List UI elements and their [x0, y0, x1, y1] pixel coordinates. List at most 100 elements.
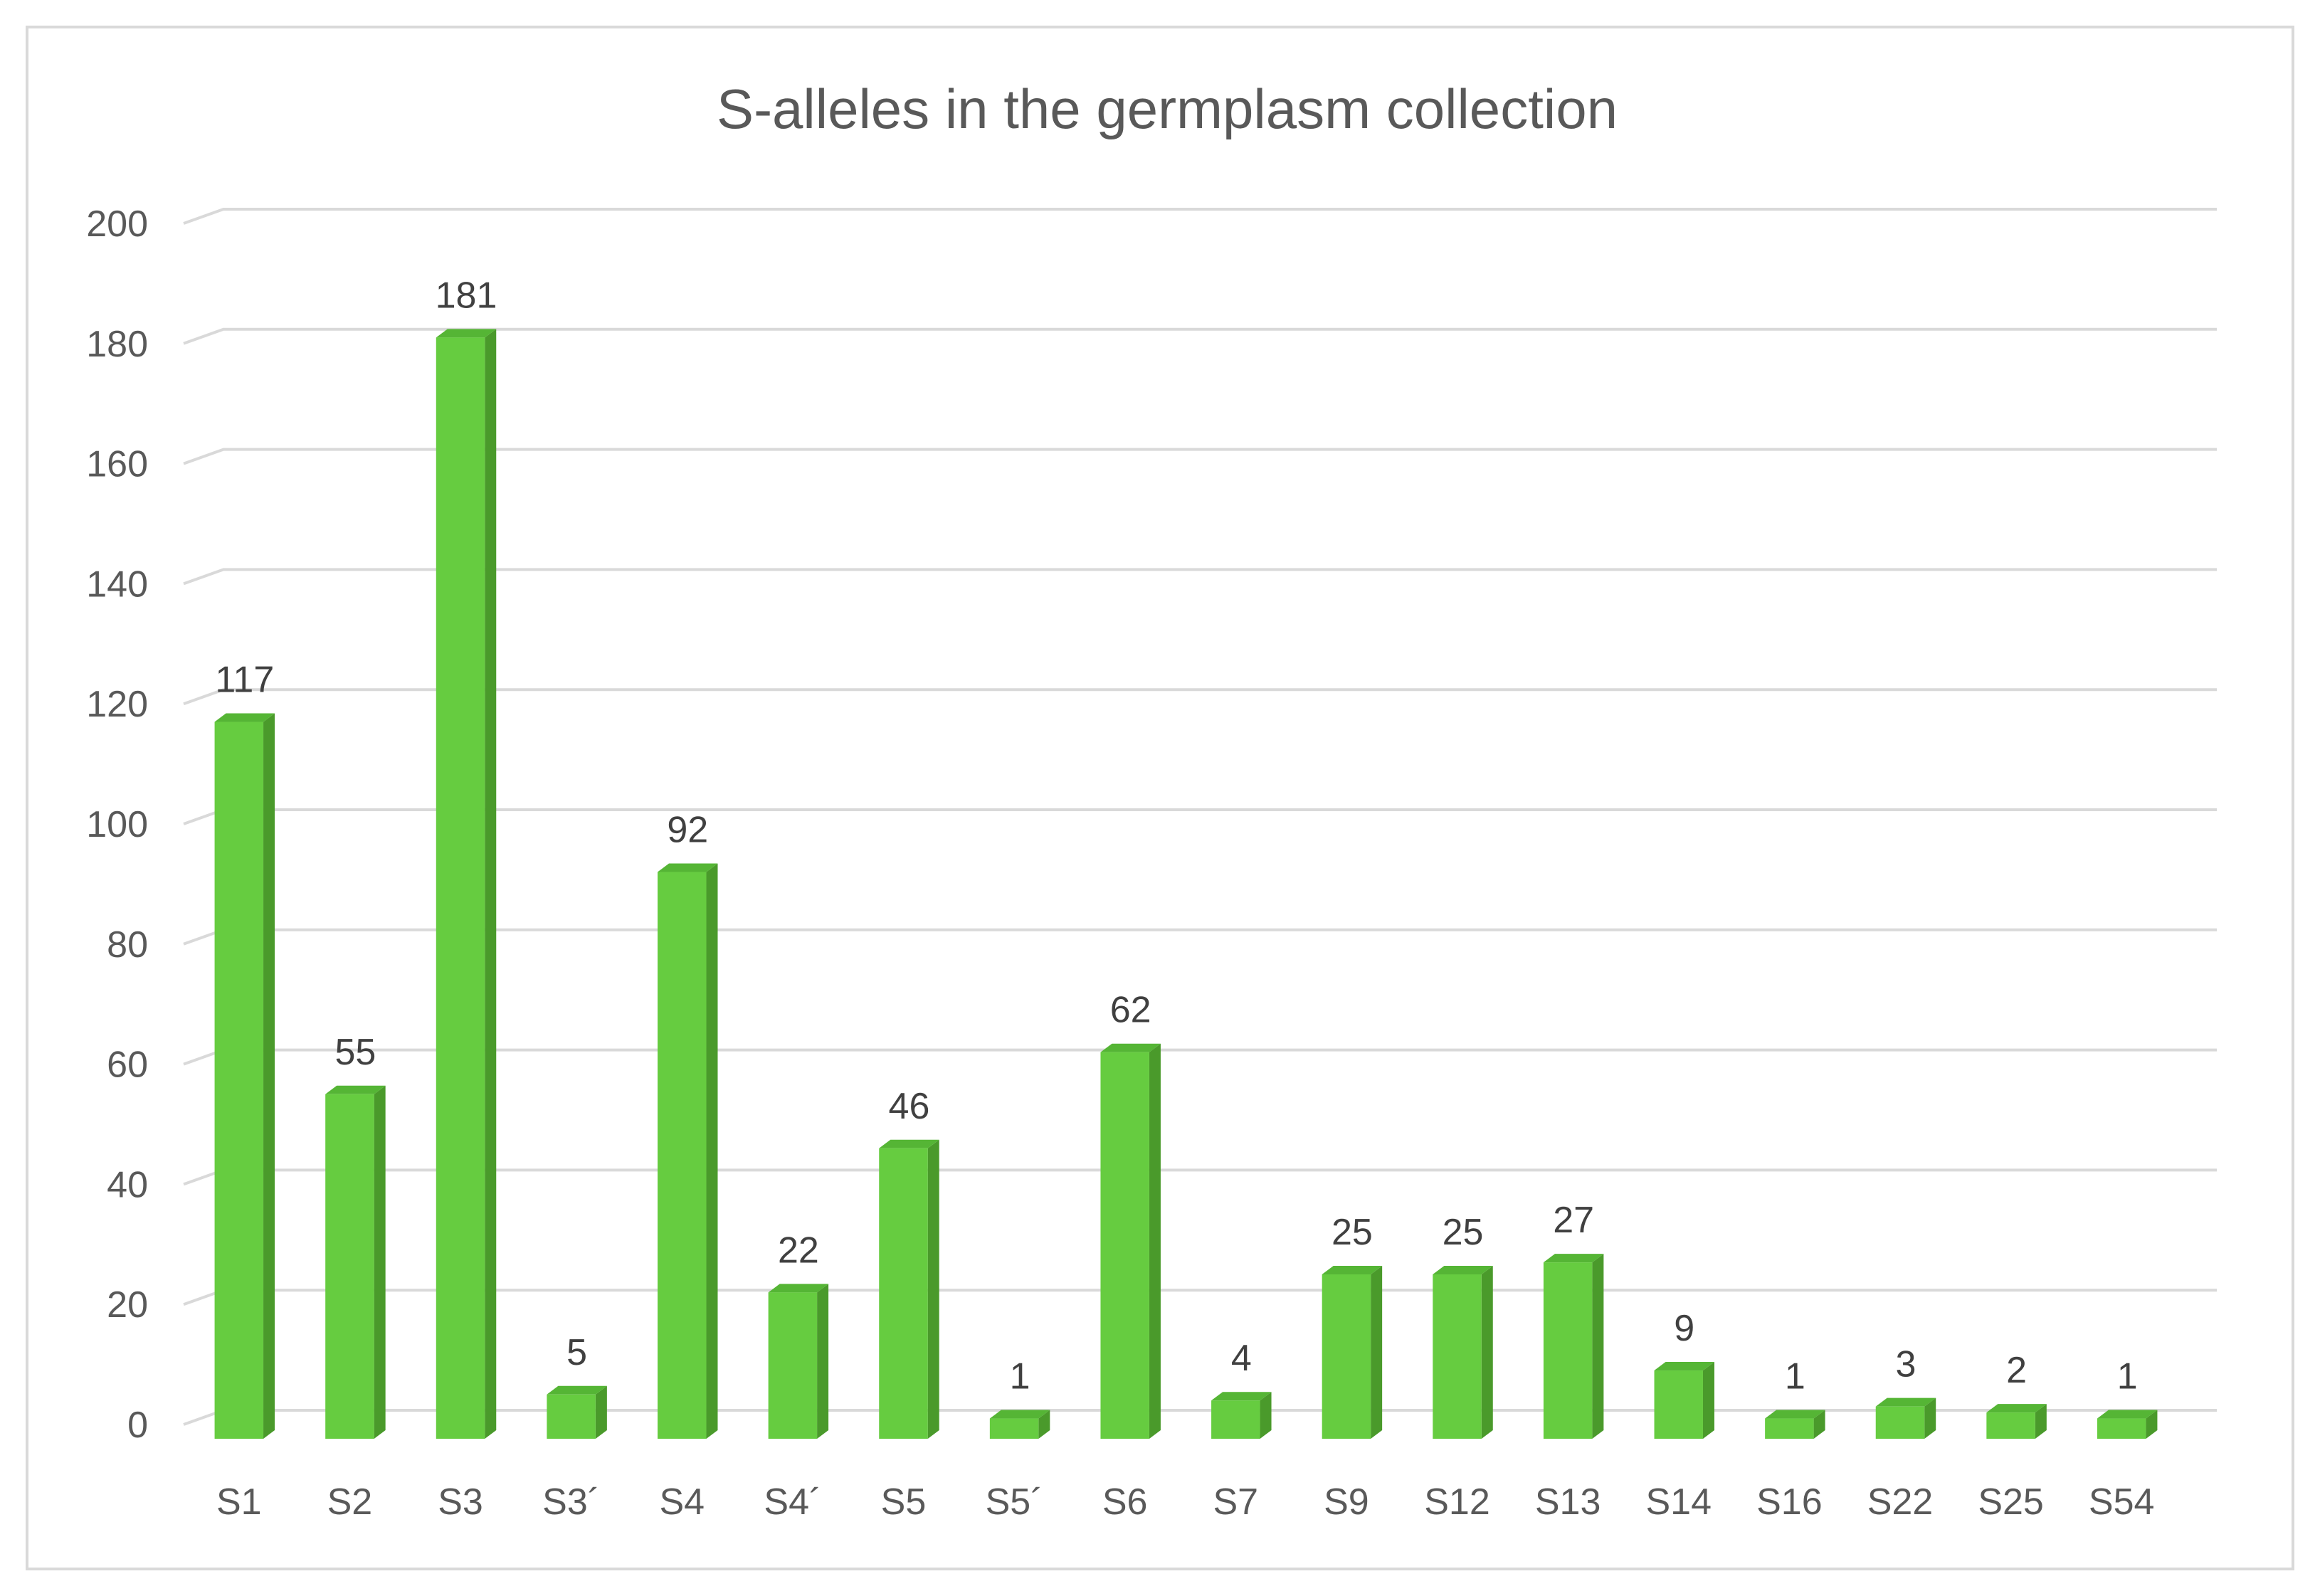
bar: [879, 1139, 939, 1439]
y-tick-label: 100: [86, 804, 148, 845]
x-axis-ticks: S1 S2 S3 S3´ S4 S4´ S5 S5´ S6 S7 S9 S12 S13 S14 S16 S22…: [216, 1481, 2154, 1523]
y-tick-label: 180: [86, 324, 148, 365]
data-labels: 117 55 181 5 92 22 46 1 62 4 25 25 27 9 1 3 2 1: [215, 275, 2137, 1397]
y-axis-ticks: 0 20 40 60 80 100 120 140 160 180 200: [86, 204, 148, 1446]
data-label: 55: [334, 1032, 376, 1073]
x-tick-label: S54: [2089, 1481, 2155, 1523]
data-label: 1: [1785, 1356, 1805, 1397]
bar-top: [1654, 1362, 1714, 1371]
gridline: [183, 568, 2217, 586]
data-label: 46: [889, 1086, 930, 1127]
bar-side: [595, 1385, 607, 1439]
bar: [1654, 1362, 1714, 1439]
bar: [1100, 1043, 1161, 1439]
bar-front: [989, 1418, 1039, 1439]
bar-front: [1765, 1418, 1814, 1439]
bar-side: [1038, 1410, 1050, 1439]
x-tick-label: S4: [659, 1481, 705, 1523]
bar-side: [263, 713, 275, 1439]
gridline: [183, 208, 2217, 225]
bar-side: [1371, 1266, 1383, 1439]
data-label: 4: [1231, 1338, 1252, 1379]
bar-front: [325, 1094, 374, 1439]
bar-side: [1702, 1362, 1714, 1439]
bar-side: [1813, 1410, 1825, 1439]
bar-front: [436, 337, 485, 1439]
bar-front: [2097, 1418, 2146, 1439]
data-label: 62: [1110, 990, 1151, 1031]
bar-top: [1875, 1397, 1936, 1407]
bar-top: [879, 1139, 939, 1148]
gridline: [183, 327, 2217, 345]
x-tick-label: S12: [1424, 1481, 1490, 1523]
bar-side: [817, 1284, 829, 1439]
bar-front: [1986, 1412, 2035, 1439]
y-tick-label: 140: [86, 564, 148, 605]
bar: [1433, 1266, 1493, 1439]
y-tick-label: 80: [107, 924, 148, 966]
bar-top: [1211, 1392, 1272, 1401]
x-tick-label: S5: [881, 1481, 927, 1523]
bar-top: [436, 329, 497, 338]
bar: [214, 713, 275, 1439]
bar: [989, 1410, 1050, 1439]
bar-top: [989, 1410, 1050, 1419]
y-tick-label: 0: [127, 1405, 148, 1446]
bar-top: [547, 1385, 607, 1395]
bar-top: [1765, 1410, 1825, 1419]
x-tick-label: S3´: [542, 1481, 600, 1523]
bar-side: [706, 863, 718, 1439]
bar-front: [879, 1148, 928, 1439]
y-tick-label: 60: [107, 1045, 148, 1086]
bar-side: [1149, 1043, 1161, 1439]
bars: [214, 329, 2158, 1439]
bar-top: [1322, 1266, 1383, 1274]
bar: [325, 1085, 386, 1439]
gridline: [183, 688, 2217, 706]
bar-top: [658, 863, 718, 872]
bar-front: [658, 872, 707, 1439]
x-tick-label: S16: [1756, 1481, 1823, 1523]
bar-front: [1211, 1400, 1260, 1439]
bar-front: [1543, 1262, 1593, 1439]
bar-side: [1260, 1392, 1272, 1439]
bar-side: [2146, 1410, 2158, 1439]
data-label: 25: [1443, 1212, 1484, 1253]
bar-side: [1481, 1266, 1493, 1439]
bar-front: [768, 1292, 818, 1439]
data-label: 5: [566, 1332, 587, 1373]
data-label: 181: [436, 275, 497, 316]
data-label: 2: [2006, 1350, 2027, 1391]
x-tick-label: S9: [1324, 1481, 1369, 1523]
bar-side: [2035, 1404, 2047, 1439]
bar: [1543, 1254, 1604, 1439]
bar-side: [374, 1085, 386, 1439]
data-label: 3: [1896, 1344, 1916, 1385]
data-label: 1: [2117, 1356, 2138, 1397]
bar-front: [1322, 1274, 1371, 1439]
x-tick-label: S2: [327, 1481, 373, 1523]
data-label: 22: [778, 1230, 819, 1271]
y-tick-label: 40: [107, 1164, 148, 1205]
bar-top: [214, 713, 275, 722]
x-tick-label: S5´: [986, 1481, 1043, 1523]
gridline: [183, 448, 2217, 465]
chart-title: S-alleles in the germplasm collection: [717, 78, 1618, 140]
bar: [1322, 1266, 1383, 1439]
bar: [547, 1385, 607, 1439]
bar-side: [927, 1139, 939, 1439]
bar: [658, 863, 718, 1439]
bar-front: [1100, 1052, 1149, 1439]
data-label: 1: [1010, 1356, 1030, 1397]
bar: [1211, 1392, 1272, 1439]
y-tick-label: 200: [86, 204, 148, 245]
x-tick-label: S14: [1645, 1481, 1712, 1523]
x-tick-label: S22: [1867, 1481, 1934, 1523]
x-tick-label: S25: [1978, 1481, 2044, 1523]
data-label: 92: [667, 810, 708, 851]
y-tick-label: 120: [86, 684, 148, 725]
bar: [436, 329, 497, 1439]
y-tick-label: 20: [107, 1284, 148, 1326]
